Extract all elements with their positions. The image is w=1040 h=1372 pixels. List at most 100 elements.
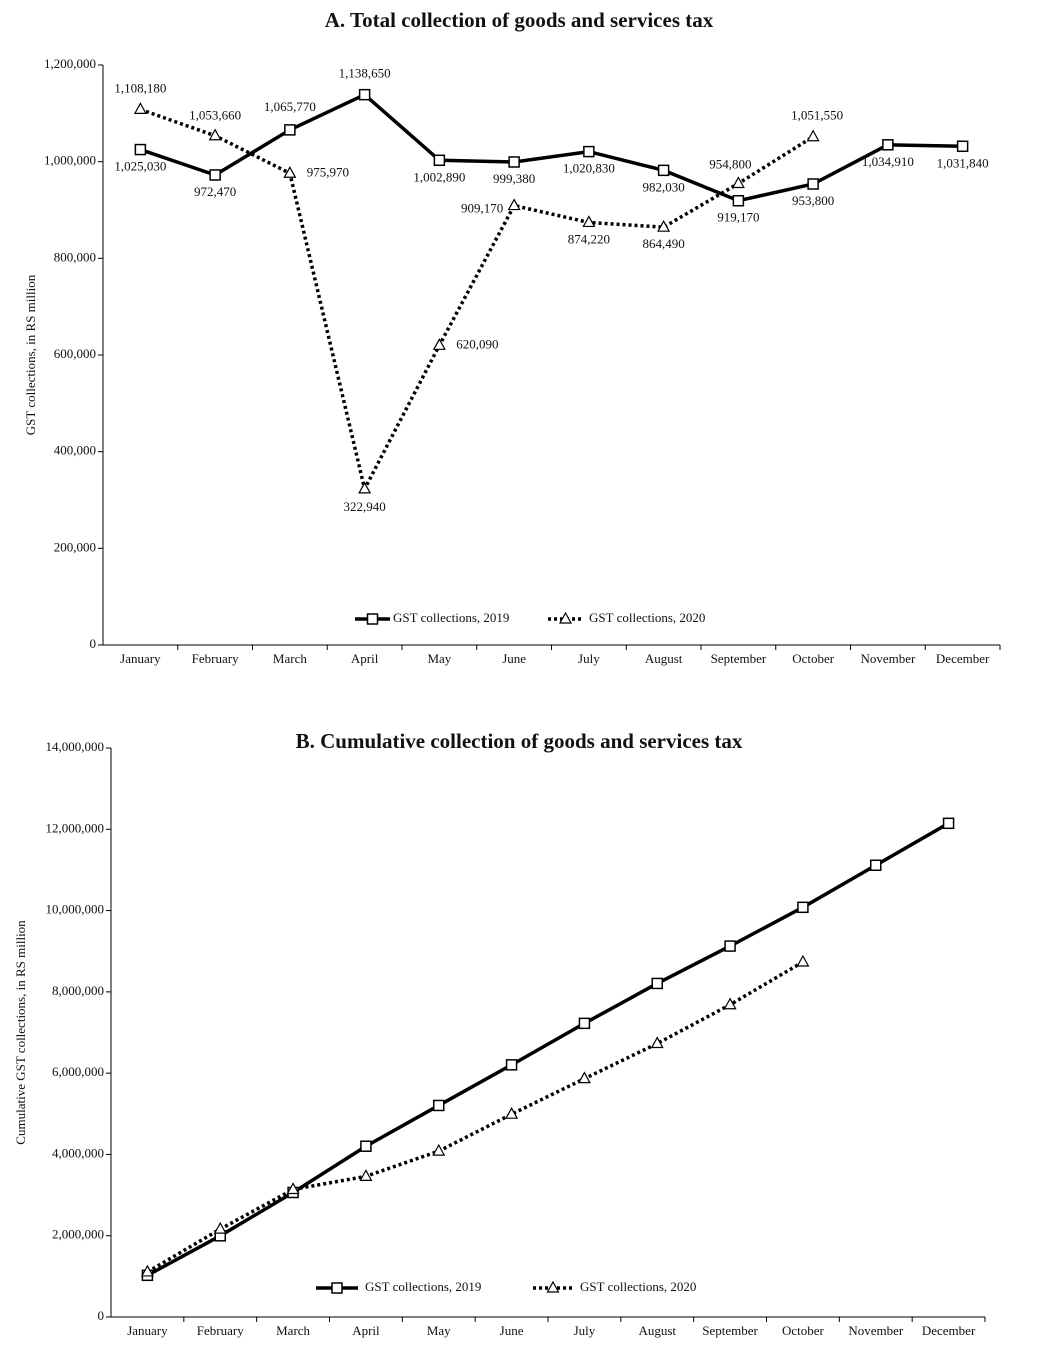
data-label: 1,065,770 [264,99,316,114]
data-point [505,1059,518,1071]
data-label: 1,108,180 [114,80,166,95]
data-label: 874,220 [568,231,610,246]
data-point [359,1169,373,1181]
data-point [433,1099,445,1112]
y-tick-label: 200,000 [54,539,96,554]
data-point [358,88,371,101]
x-tick-label: September [702,1323,758,1338]
data-point [505,1106,519,1119]
y-tick-label: 2,000,000 [52,1227,104,1242]
x-tick-label: August [638,1323,676,1338]
legend-label: GST collections, 2020 [589,610,705,625]
y-tick-label: 6,000,000 [52,1064,104,1079]
legend-marker [366,613,379,625]
y-tick-label: 0 [98,1308,105,1323]
data-label: 919,170 [717,210,759,225]
data-point [796,954,810,967]
series-line [139,107,815,494]
data-point [651,977,663,990]
x-tick-label: December [922,1323,976,1338]
data-point [650,1036,664,1049]
data-point [432,1143,446,1156]
legend-marker [331,1282,343,1294]
data-label: 620,090 [456,336,498,351]
legend-marker [546,1280,560,1293]
data-point [797,901,809,914]
data-point [213,1221,227,1234]
data-label: 1,025,030 [114,159,166,174]
x-tick-label: April [351,651,379,666]
data-label: 1,031,840 [937,155,989,170]
legend-marker [558,611,573,624]
data-label: 953,800 [792,193,834,208]
data-point [723,997,737,1010]
series-line [146,821,950,1277]
data-point [133,102,147,114]
data-point [956,140,969,153]
data-point [507,198,521,211]
data-point [208,128,222,141]
x-tick-label: June [500,1323,524,1338]
data-label: 999,380 [493,171,535,186]
chart-title: B. Cumulative collection of goods and se… [296,729,743,753]
legend-label: GST collections, 2019 [365,1279,481,1294]
data-label: 1,053,660 [189,108,241,123]
y-tick-label: 1,000,000 [44,153,96,168]
series-line [146,960,804,1274]
data-label: 864,490 [643,236,685,251]
x-tick-label: October [792,651,835,666]
x-tick-label: June [502,651,526,666]
x-tick-label: October [782,1323,825,1338]
data-point [140,1264,154,1277]
series-line [139,92,963,203]
data-label: 982,030 [643,179,685,194]
x-tick-label: March [276,1323,310,1338]
data-point [432,338,446,350]
y-tick-label: 12,000,000 [46,820,105,835]
data-label: 1,020,830 [563,161,615,176]
x-tick-label: February [192,651,239,666]
data-point [209,169,221,181]
y-tick-label: 400,000 [54,443,96,458]
data-point [882,139,894,151]
data-point [358,481,372,494]
x-tick-label: May [427,1323,451,1338]
legend-label: GST collections, 2020 [580,1279,696,1294]
x-tick-label: July [574,1323,596,1338]
data-point [284,124,296,136]
data-point [807,178,819,190]
data-point [578,1017,591,1030]
data-point [732,194,745,207]
chart-title: A. Total collection of goods and service… [325,8,714,32]
y-tick-label: 14,000,000 [46,739,105,754]
y-tick-label: 10,000,000 [46,902,105,917]
data-label: 975,970 [307,164,349,179]
data-label: 1,002,890 [413,169,465,184]
data-point [577,1071,591,1084]
data-point [724,940,736,952]
data-label: 1,034,910 [862,154,914,169]
x-tick-label: January [120,651,161,666]
data-point [286,1182,300,1195]
data-label: 954,800 [709,156,751,171]
data-point [283,166,297,178]
data-point [942,817,955,830]
data-point [806,129,820,142]
x-tick-label: December [936,651,990,666]
x-tick-label: September [711,651,767,666]
data-point [508,156,520,168]
data-point [134,143,147,156]
x-tick-label: February [197,1323,244,1338]
x-tick-label: May [427,651,451,666]
y-axis-label: GST collections, in RS million [23,274,38,435]
data-point [582,215,596,228]
x-tick-label: August [645,651,683,666]
data-label: 972,470 [194,184,236,199]
data-label: 322,940 [344,499,386,514]
data-label: 1,138,650 [339,66,391,81]
legend-label: GST collections, 2019 [393,610,509,625]
data-point [657,164,670,177]
data-point [657,219,671,232]
x-tick-label: November [848,1323,904,1338]
